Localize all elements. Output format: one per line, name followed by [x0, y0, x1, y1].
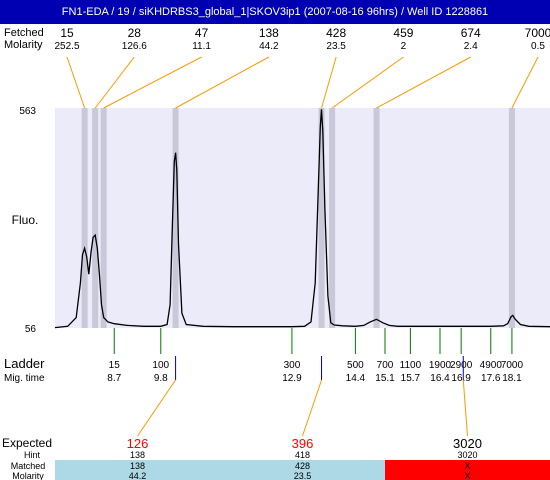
peak-molarity-label: 11.1 [192, 41, 211, 52]
peak-marker-band [373, 108, 380, 328]
ladder-size-label: 2900 [450, 360, 473, 371]
ladder-size-label: 700 [377, 360, 394, 371]
expected-value: 3020 [453, 436, 482, 451]
ladder-mig-label: 16.4 [430, 373, 450, 384]
plot-area [55, 108, 550, 328]
peak-callout-line [175, 56, 270, 109]
molarity-label: Molarity [4, 39, 43, 51]
ladder-mig-label: 17.6 [481, 373, 501, 384]
matched-value: 138 [130, 461, 145, 471]
peak-size-label: 428 [326, 26, 346, 40]
fluorescence-trace [54, 109, 550, 329]
molarity-value: X [464, 471, 470, 480]
peak-size-label: 459 [393, 26, 413, 40]
ladder-size-label: 100 [152, 360, 169, 371]
expected-value: 396 [292, 436, 314, 451]
peak-molarity-label: 2.4 [464, 41, 478, 52]
expected-callout-line [302, 379, 323, 437]
molarity-row-label: Molarity [12, 471, 44, 480]
peak-marker-band [329, 108, 336, 328]
expected-callout-line [137, 379, 176, 437]
y-tick-label: 563 [19, 106, 36, 117]
ladder-size-label: 1100 [400, 360, 422, 371]
ladder-mig-label: 9.8 [154, 373, 168, 384]
matched-label: Matched [11, 461, 46, 471]
ladder-mig-label: 8.7 [107, 373, 121, 384]
peak-callout-line [321, 56, 337, 109]
peak-size-label: 138 [259, 26, 279, 40]
peak-marker-band [92, 108, 99, 328]
peak-marker-band [318, 108, 325, 328]
peak-callout-line [103, 56, 202, 109]
hint-value: 418 [295, 450, 310, 460]
hint-value: 138 [130, 450, 145, 460]
peak-molarity-label: 23.5 [326, 41, 346, 52]
match-status-cell [220, 460, 385, 480]
peak-callout-line [66, 56, 86, 109]
ladder-mig-label: 14.4 [346, 373, 366, 384]
peak-callout-line [94, 56, 135, 109]
ladder-mig-label: 16.9 [451, 373, 471, 384]
mig-time-label: Mig. time [4, 373, 45, 384]
peak-marker-band [508, 108, 515, 328]
y-tick-label: 56 [25, 324, 37, 335]
peak-molarity-label: 2 [401, 41, 407, 52]
matched-value: 428 [295, 461, 310, 471]
ladder-mig-label: 15.7 [401, 373, 421, 384]
peak-callout-line [376, 56, 471, 109]
peak-molarity-label: 252.5 [54, 41, 79, 52]
ladder-label: Ladder [4, 356, 45, 371]
expected-value: 126 [127, 436, 149, 451]
y-axis-label: Fluo. [12, 213, 39, 227]
peak-size-label: 7000 [525, 26, 550, 40]
peak-molarity-label: 44.2 [259, 41, 279, 52]
ladder-mig-label: 15.1 [375, 373, 395, 384]
molarity-value: 23.5 [294, 471, 312, 480]
ladder-size-label: 500 [347, 360, 364, 371]
hint-label: Hint [24, 450, 41, 460]
sample-title: FN1-EDA / 19 / siKHDRBS3_global_1|SKOV3i… [0, 0, 550, 24]
peak-marker-band [100, 108, 107, 328]
match-status-cell [385, 460, 550, 480]
peak-callout-line [511, 56, 539, 109]
molarity-value: 44.2 [129, 471, 147, 480]
peak-size-label: 28 [128, 26, 142, 40]
match-status-cell [55, 460, 220, 480]
expected-label: Expected [2, 436, 52, 450]
ladder-mig-label: 12.9 [282, 373, 302, 384]
ladder-mig-label: 18.1 [502, 373, 522, 384]
peak-size-label: 15 [60, 26, 74, 40]
hint-value: 3020 [457, 450, 477, 460]
peak-marker-band [81, 108, 88, 328]
ladder-size-label: 4900 [480, 360, 503, 371]
fetched-label: Fetched [4, 27, 44, 39]
peak-marker-band [172, 108, 179, 328]
ladder-size-label: 1900 [429, 360, 452, 371]
ladder-size-label: 15 [109, 360, 121, 371]
peak-size-label: 47 [195, 26, 209, 40]
matched-value: X [464, 461, 470, 471]
ladder-size-label: 300 [284, 360, 301, 371]
peak-size-label: 674 [461, 26, 481, 40]
peak-callout-line [331, 56, 404, 109]
ladder-size-label: 7000 [501, 360, 524, 371]
peak-molarity-label: 0.5 [531, 41, 545, 52]
expected-callout-line [462, 379, 468, 437]
peak-molarity-label: 126.6 [122, 41, 147, 52]
